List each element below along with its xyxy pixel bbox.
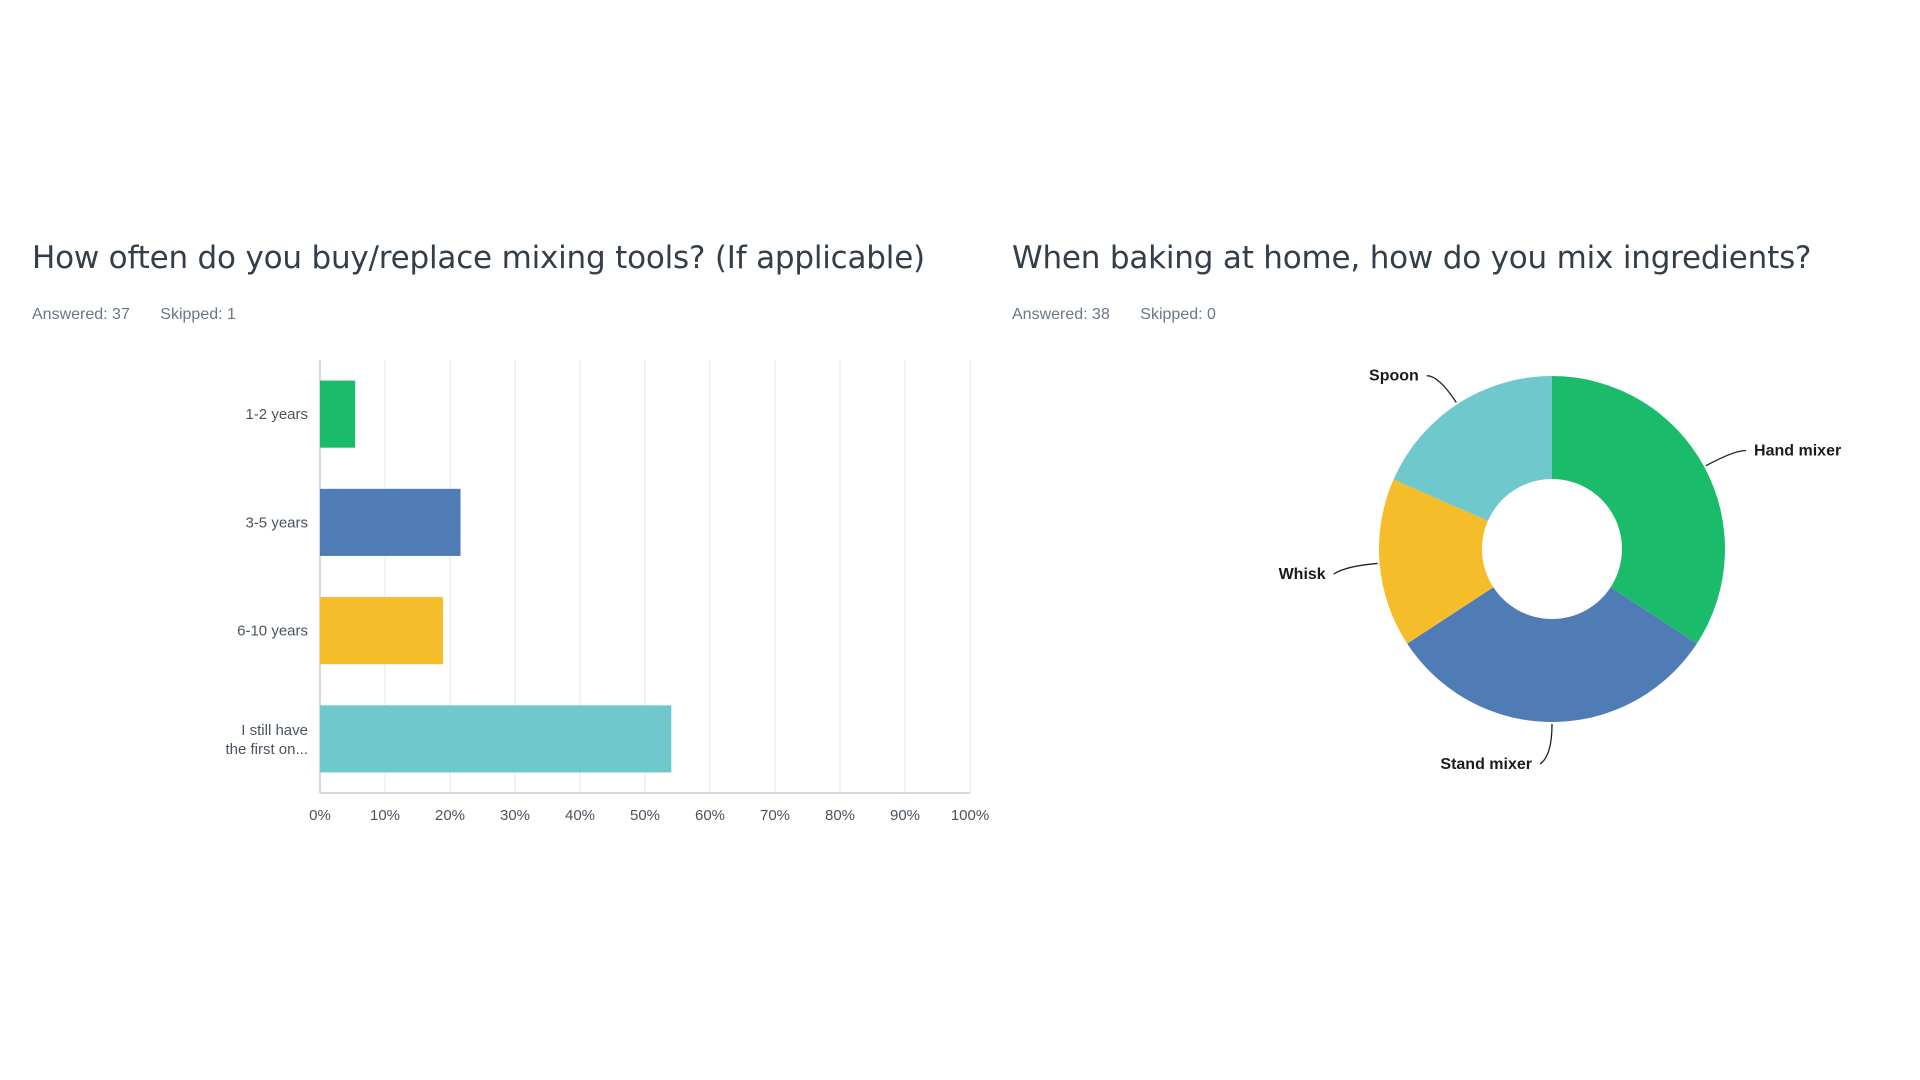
- x-tick-label: 40%: [565, 807, 595, 824]
- leader-line: [1333, 562, 1378, 575]
- x-tick-label: 20%: [435, 807, 465, 824]
- response-stats: Answered: 37 Skipped: 1: [32, 306, 1012, 324]
- donut-slice[interactable]: [1407, 587, 1697, 722]
- leader-line: [1539, 723, 1553, 765]
- donut-slice[interactable]: [1552, 376, 1725, 644]
- x-tick-label: 30%: [500, 807, 530, 824]
- skipped-count: Skipped: 0: [1140, 306, 1216, 323]
- bar[interactable]: [320, 705, 672, 773]
- skipped-count: Skipped: 1: [160, 306, 236, 323]
- question-panel-right: When baking at home, how do you mix ingr…: [1012, 240, 1912, 324]
- question-title: When baking at home, how do you mix ingr…: [1012, 240, 1812, 276]
- slice-label: Spoon: [1369, 368, 1419, 385]
- x-tick-label: 70%: [760, 807, 790, 824]
- slice-label: Stand mixer: [1440, 756, 1532, 773]
- category-label: I still have the first on...: [225, 722, 308, 758]
- bar[interactable]: [320, 380, 356, 448]
- x-tick-label: 80%: [825, 807, 855, 824]
- bar[interactable]: [320, 597, 443, 665]
- slice-label: Hand mixer: [1754, 442, 1841, 459]
- category-label: 1-2 years: [245, 406, 308, 423]
- category-label: 6-10 years: [237, 623, 308, 640]
- donut-slice[interactable]: [1393, 376, 1552, 521]
- leader-line: [1705, 449, 1747, 467]
- question-title: How often do you buy/replace mixing tool…: [32, 240, 925, 276]
- x-tick-label: 10%: [370, 807, 400, 824]
- x-tick-label: 50%: [630, 807, 660, 824]
- x-tick-label: 0%: [309, 807, 331, 824]
- x-tick-label: 100%: [951, 807, 989, 824]
- answered-count: Answered: 37: [32, 306, 130, 323]
- slice-label: Whisk: [1279, 566, 1326, 583]
- response-stats: Answered: 38 Skipped: 0: [1012, 306, 1912, 324]
- x-tick-label: 60%: [695, 807, 725, 824]
- category-label: 3-5 years: [245, 514, 308, 531]
- donut-slice[interactable]: [1379, 479, 1494, 644]
- bar[interactable]: [320, 488, 461, 556]
- answered-count: Answered: 38: [1012, 306, 1110, 323]
- question-panel-left: How often do you buy/replace mixing tool…: [32, 240, 1012, 324]
- x-tick-label: 90%: [890, 807, 920, 824]
- leader-line: [1426, 375, 1457, 403]
